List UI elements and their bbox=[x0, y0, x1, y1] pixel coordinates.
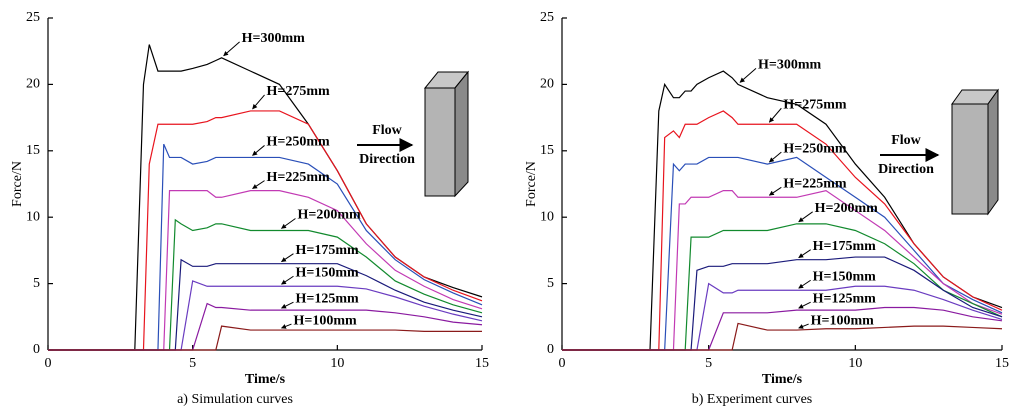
x-tick-label: 10 bbox=[330, 356, 344, 371]
x-tick-label: 15 bbox=[475, 356, 489, 371]
x-tick-label: 0 bbox=[45, 356, 52, 371]
data-line bbox=[48, 302, 483, 351]
data-line bbox=[48, 110, 483, 351]
y-axis-label: Force/N bbox=[524, 161, 539, 207]
series-label: H=175mm bbox=[295, 243, 359, 258]
y-tick-label: 10 bbox=[540, 209, 554, 224]
data-line bbox=[562, 70, 1003, 351]
label-arrow bbox=[798, 301, 811, 309]
data-line bbox=[48, 325, 482, 351]
data-line bbox=[562, 223, 1003, 351]
flow-diagram-b: Flow Direction bbox=[878, 88, 999, 216]
annotation: Direction bbox=[878, 162, 934, 177]
x-tick-label: 5 bbox=[189, 356, 196, 371]
annotation: Flow bbox=[891, 133, 921, 148]
x-tick-label: 10 bbox=[848, 356, 862, 371]
data-line bbox=[562, 306, 1003, 351]
x-tick-label: 5 bbox=[705, 356, 712, 371]
series-label: H=300mm bbox=[242, 31, 306, 46]
label-arrow bbox=[798, 279, 811, 289]
label-arrow bbox=[281, 253, 294, 263]
label-arrow bbox=[281, 275, 294, 285]
x-tick-label: 0 bbox=[559, 356, 566, 371]
series-label: H=275mm bbox=[783, 97, 847, 112]
flow-diagram-a: Flow Direction bbox=[357, 70, 470, 198]
x-tick-label: 15 bbox=[995, 356, 1009, 371]
label-arrow bbox=[768, 186, 782, 196]
series-label: H=200mm bbox=[815, 201, 879, 216]
data-line bbox=[562, 282, 1003, 351]
y-axis-label: Force/N bbox=[10, 161, 25, 207]
label-arrow bbox=[281, 301, 294, 309]
label-arrow bbox=[768, 107, 782, 123]
y-tick-label: 20 bbox=[540, 77, 554, 92]
annotation: Direction bbox=[359, 152, 415, 167]
label-arrow bbox=[281, 218, 296, 229]
data-line bbox=[48, 258, 483, 351]
series-label: H=275mm bbox=[267, 84, 331, 99]
label-arrow bbox=[768, 151, 782, 163]
series-label: H=150mm bbox=[813, 269, 877, 284]
series-label: H=125mm bbox=[295, 291, 359, 306]
series-label: H=175mm bbox=[813, 239, 877, 254]
y-tick-label: 5 bbox=[33, 276, 40, 291]
y-tick-label: 20 bbox=[26, 77, 40, 92]
caption: a) Simulation curves bbox=[177, 392, 293, 407]
data-line bbox=[562, 256, 1003, 351]
label-arrow bbox=[739, 68, 757, 83]
series-label: H=300mm bbox=[758, 58, 822, 73]
label-arrow bbox=[281, 323, 292, 329]
series-label: H=225mm bbox=[783, 176, 847, 191]
series-label: H=100mm bbox=[293, 313, 357, 328]
data-line bbox=[562, 156, 1003, 351]
label-arrow bbox=[252, 145, 265, 156]
label-arrow bbox=[798, 323, 809, 329]
y-tick-label: 0 bbox=[33, 342, 40, 357]
series-label: H=200mm bbox=[297, 208, 361, 223]
label-arrow bbox=[252, 180, 265, 190]
label-arrow bbox=[798, 249, 811, 259]
series-label: H=250mm bbox=[267, 135, 331, 150]
annotation: Flow bbox=[372, 123, 402, 138]
label-arrow bbox=[798, 211, 813, 223]
series-label: H=225mm bbox=[267, 170, 331, 185]
x-axis-label: Time/s bbox=[245, 372, 286, 387]
data-line bbox=[48, 190, 483, 351]
label-arrow bbox=[252, 94, 265, 110]
label-arrow bbox=[223, 41, 240, 57]
y-tick-label: 0 bbox=[547, 342, 554, 357]
series-label: H=125mm bbox=[813, 291, 877, 306]
series-label: H=150mm bbox=[295, 265, 359, 280]
data-line bbox=[562, 110, 1003, 351]
data-line bbox=[48, 143, 483, 351]
y-tick-label: 25 bbox=[540, 10, 554, 25]
y-tick-label: 10 bbox=[26, 209, 40, 224]
x-axis-label: Time/s bbox=[762, 372, 803, 387]
series-label: H=250mm bbox=[783, 141, 847, 156]
caption: b) Experiment curves bbox=[692, 392, 813, 407]
y-tick-label: 5 bbox=[547, 276, 554, 291]
y-tick-label: 25 bbox=[26, 10, 40, 25]
data-line bbox=[562, 322, 1003, 351]
y-tick-label: 15 bbox=[540, 143, 554, 158]
series-label: H=100mm bbox=[811, 313, 875, 328]
y-tick-label: 15 bbox=[26, 143, 40, 158]
